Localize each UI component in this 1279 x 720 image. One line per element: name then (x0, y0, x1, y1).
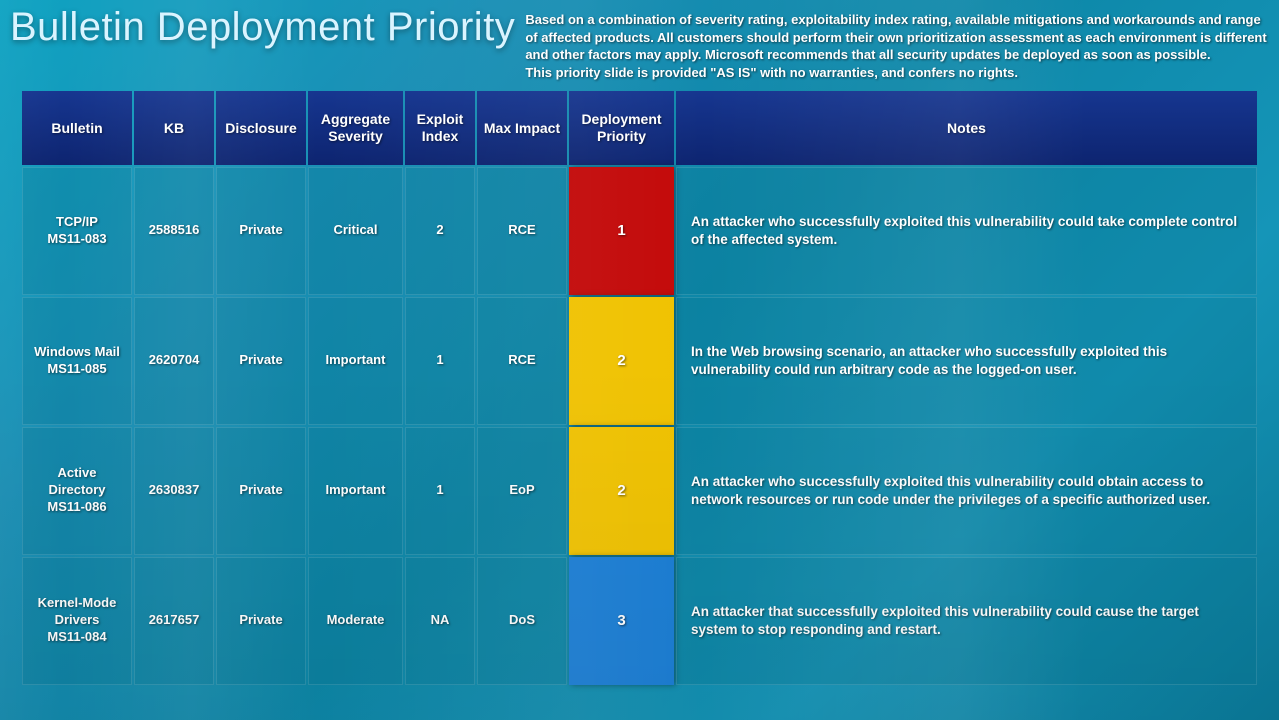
col-header-exploit-index: Exploit Index (405, 91, 475, 165)
cell-notes: An attacker who successfully exploited t… (676, 167, 1257, 295)
col-header-deployment-priority: Deployment Priority (569, 91, 674, 165)
col-header-max-impact: Max Impact (477, 91, 567, 165)
cell-bulletin: Windows MailMS11-085 (22, 297, 132, 425)
col-header-notes: Notes (676, 91, 1257, 165)
cell-kb: 2630837 (134, 427, 214, 555)
col-header-bulletin: Bulletin (22, 91, 132, 165)
slide-description: Based on a combination of severity ratin… (525, 5, 1269, 81)
cell-kb: 2620704 (134, 297, 214, 425)
cell-bulletin: Active DirectoryMS11-086 (22, 427, 132, 555)
cell-max-impact: EoP (477, 427, 567, 555)
table-row: Active DirectoryMS11-0862630837PrivateIm… (22, 427, 1257, 555)
cell-exploit-index: 1 (405, 297, 475, 425)
table-header-row: Bulletin KB Disclosure Aggregate Severit… (22, 91, 1257, 165)
col-header-severity: Aggregate Severity (308, 91, 403, 165)
cell-max-impact: RCE (477, 167, 567, 295)
slide-title: Bulletin Deployment Priority (10, 5, 515, 50)
cell-exploit-index: NA (405, 557, 475, 685)
slide-header: Bulletin Deployment Priority Based on a … (0, 0, 1279, 81)
cell-deployment-priority: 1 (569, 167, 674, 295)
cell-kb: 2617657 (134, 557, 214, 685)
cell-exploit-index: 1 (405, 427, 475, 555)
priority-table-container: Bulletin KB Disclosure Aggregate Severit… (0, 81, 1279, 697)
priority-table: Bulletin KB Disclosure Aggregate Severit… (20, 89, 1259, 687)
cell-severity: Important (308, 427, 403, 555)
cell-deployment-priority: 2 (569, 427, 674, 555)
cell-max-impact: DoS (477, 557, 567, 685)
cell-notes: In the Web browsing scenario, an attacke… (676, 297, 1257, 425)
col-header-disclosure: Disclosure (216, 91, 306, 165)
table-row: TCP/IPMS11-0832588516PrivateCritical2RCE… (22, 167, 1257, 295)
cell-severity: Important (308, 297, 403, 425)
cell-notes: An attacker that successfully exploited … (676, 557, 1257, 685)
cell-exploit-index: 2 (405, 167, 475, 295)
cell-deployment-priority: 3 (569, 557, 674, 685)
cell-bulletin: Kernel-Mode DriversMS11-084 (22, 557, 132, 685)
cell-bulletin: TCP/IPMS11-083 (22, 167, 132, 295)
cell-notes: An attacker who successfully exploited t… (676, 427, 1257, 555)
col-header-kb: KB (134, 91, 214, 165)
description-paragraph-1: Based on a combination of severity ratin… (525, 12, 1266, 62)
cell-disclosure: Private (216, 167, 306, 295)
cell-severity: Moderate (308, 557, 403, 685)
cell-deployment-priority: 2 (569, 297, 674, 425)
description-paragraph-2: This priority slide is provided "AS IS" … (525, 65, 1018, 80)
table-row: Kernel-Mode DriversMS11-0842617657Privat… (22, 557, 1257, 685)
cell-severity: Critical (308, 167, 403, 295)
cell-max-impact: RCE (477, 297, 567, 425)
table-body: TCP/IPMS11-0832588516PrivateCritical2RCE… (22, 167, 1257, 685)
table-row: Windows MailMS11-0852620704PrivateImport… (22, 297, 1257, 425)
cell-disclosure: Private (216, 297, 306, 425)
cell-disclosure: Private (216, 557, 306, 685)
cell-disclosure: Private (216, 427, 306, 555)
cell-kb: 2588516 (134, 167, 214, 295)
